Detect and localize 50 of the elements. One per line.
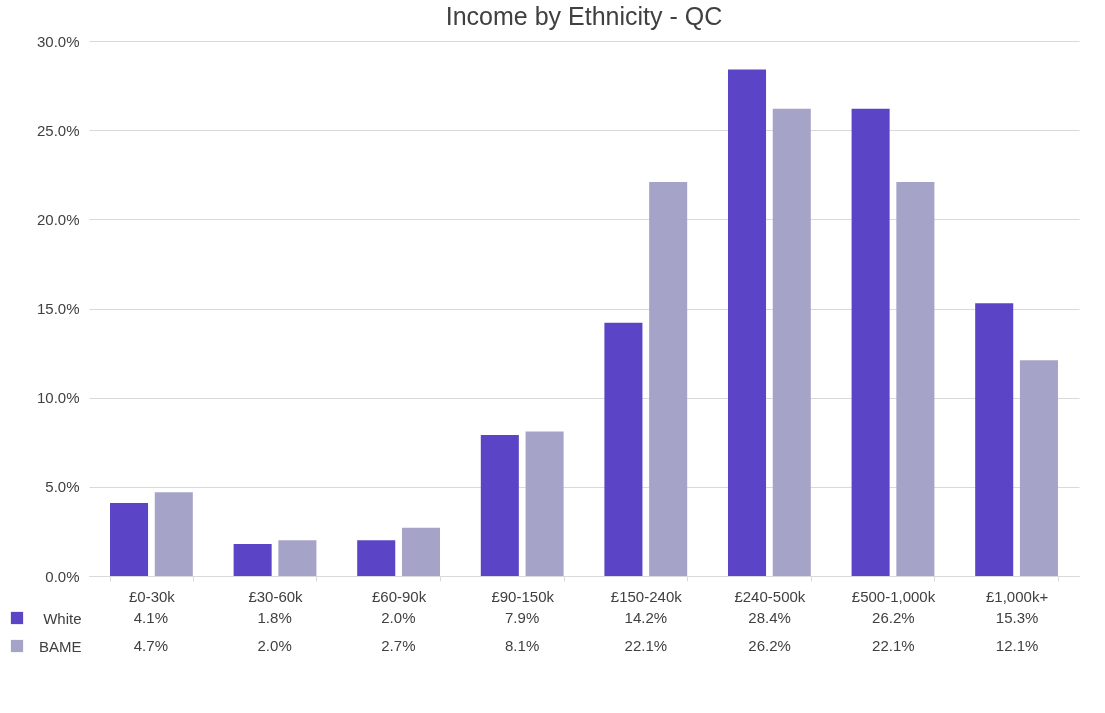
data-label: 26.2%	[872, 609, 915, 626]
data-label: 15.3%	[995, 609, 1039, 626]
x-tick-label: £90-150k	[491, 587, 555, 605]
y-tick-label: 30.0%	[36, 32, 80, 50]
bar	[357, 540, 396, 576]
bar	[480, 435, 519, 576]
data-label: 14.2%	[624, 609, 668, 626]
data-label: 26.2%	[748, 637, 791, 654]
y-tick-label: 10.0%	[36, 389, 80, 407]
data-label: 4.7%	[133, 637, 168, 654]
bar	[975, 303, 1014, 576]
legend-label: White	[43, 609, 82, 627]
legend-label: BAME	[38, 637, 82, 655]
data-label: 1.8%	[257, 609, 292, 626]
bar	[525, 431, 564, 576]
data-label: 4.1%	[133, 609, 168, 626]
bar	[401, 527, 441, 576]
bar	[649, 181, 688, 576]
x-tick-label: £30-60k	[248, 587, 304, 605]
bar	[896, 181, 935, 576]
bar	[278, 540, 317, 576]
y-tick-label: 25.0%	[36, 121, 80, 139]
bar	[604, 322, 643, 576]
bar	[851, 108, 890, 576]
chart-title: Income by Ethnicity - QC	[445, 2, 723, 30]
y-tick-label: 0.0%	[45, 567, 80, 585]
data-label: 22.1%	[624, 637, 668, 654]
bar	[154, 492, 193, 576]
bar	[110, 502, 149, 576]
bar	[1019, 360, 1058, 576]
data-label: 8.1%	[505, 637, 540, 654]
y-tick-label: 5.0%	[45, 478, 80, 496]
y-tick-label: 15.0%	[36, 300, 80, 317]
x-tick-label: £60-90k	[372, 587, 427, 605]
data-label: 2.0%	[381, 609, 416, 626]
bar	[772, 108, 811, 576]
x-tick-label: £1,000k+	[986, 587, 1049, 605]
x-tick-label: £500-1,000k	[851, 587, 936, 605]
data-label: 2.0%	[257, 637, 292, 654]
data-label: 28.4%	[748, 609, 791, 626]
bar	[233, 543, 272, 576]
data-label: 12.1%	[995, 637, 1039, 654]
bar	[727, 69, 767, 576]
x-tick-label: £240-500k	[734, 587, 806, 605]
data-label: 22.1%	[872, 637, 915, 654]
data-label: 2.7%	[381, 637, 416, 654]
data-label: 7.9%	[505, 609, 540, 626]
x-tick-label: £0-30k	[128, 587, 176, 605]
x-tick-label: £150-240k	[610, 587, 683, 605]
y-tick-label: 20.0%	[36, 210, 80, 228]
